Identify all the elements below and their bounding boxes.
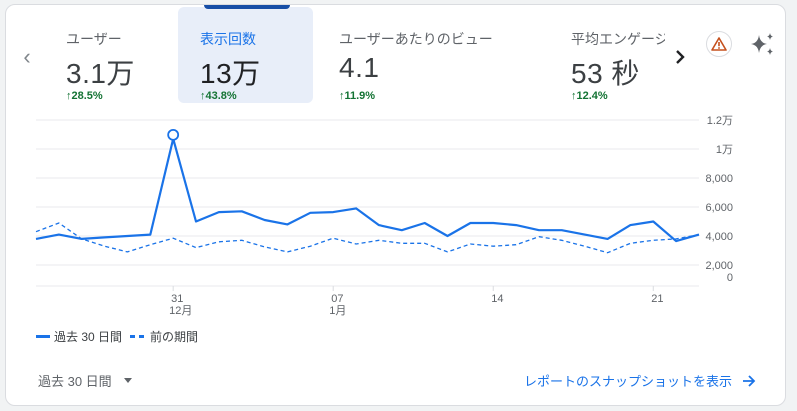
x-tick-sublabel: 1月	[329, 305, 346, 317]
report-link-label: レポートのスナップショットを表示	[524, 374, 733, 389]
period-value: 過去 30 日間	[38, 374, 112, 389]
metric-delta: ↑43.8%	[200, 90, 237, 102]
metric-users[interactable]: ユーザー 3.1万 ↑28.5%	[58, 5, 176, 105]
chevron-left-icon[interactable]: ‹	[23, 44, 31, 69]
y-tick-label: 0	[727, 272, 733, 284]
warning-button[interactable]	[706, 31, 732, 57]
x-tick-label: 14	[491, 293, 503, 305]
metric-value: 13万	[200, 58, 261, 89]
x-tick-label: 07	[331, 293, 343, 305]
chevron-right-icon[interactable]	[670, 45, 690, 69]
metric-value: 53 秒	[571, 58, 640, 89]
metric-views[interactable]: 表示回数 13万 ↑43.8%	[178, 7, 313, 103]
warning-icon	[711, 37, 727, 51]
legend-solid-swatch	[36, 335, 50, 338]
metric-label: 平均エンゲージ	[571, 31, 665, 47]
y-tick-label: 1.2万	[707, 115, 733, 127]
metric-views-per-user[interactable]: ユーザーあたりのビュー 4.1 ↑11.9%	[331, 5, 531, 105]
arrow-right-icon	[743, 374, 756, 387]
arrow-up-icon: ↑	[66, 90, 72, 102]
metric-value: 4.1	[339, 52, 380, 83]
x-tick-label: 21	[651, 293, 663, 305]
arrow-up-icon: ↑	[339, 90, 345, 102]
metric-delta: ↑11.9%	[339, 90, 376, 102]
y-tick-label: 2,000	[705, 260, 733, 272]
overview-card: ‹ ユーザー 3.1万 ↑28.5% 表示回数 13万 ↑43.8% ユーザーあ…	[5, 4, 786, 406]
y-tick-label: 4,000	[705, 231, 733, 243]
period-dropdown[interactable]: 過去 30 日間	[38, 371, 132, 390]
metric-delta: ↑28.5%	[66, 90, 103, 102]
active-tab-indicator	[204, 5, 290, 9]
metric-label: 表示回数	[200, 31, 256, 47]
arrow-up-icon: ↑	[571, 90, 577, 102]
y-tick-label: 6,000	[705, 202, 733, 214]
metric-value: 3.1万	[66, 58, 135, 89]
arrow-up-icon: ↑	[200, 90, 206, 102]
metric-avg-engagement[interactable]: 平均エンゲージ 53 秒 ↑12.4%	[563, 5, 665, 105]
legend-current: 過去 30 日間	[54, 330, 123, 344]
x-tick-sublabel: 12月	[169, 305, 192, 317]
view-report-snapshot-link[interactable]: レポートのスナップショットを表示	[524, 371, 756, 390]
x-tick-label: 31	[171, 293, 183, 305]
sparkle-icon	[751, 33, 773, 55]
insights-button[interactable]	[748, 29, 778, 59]
legend-dashed-swatch	[130, 335, 145, 338]
caret-down-icon	[123, 378, 132, 383]
legend-previous: 前の期間	[150, 330, 199, 344]
metric-label: ユーザーあたりのビュー	[339, 31, 493, 47]
metric-label: ユーザー	[66, 31, 122, 47]
y-tick-label: 1万	[716, 144, 733, 156]
y-tick-label: 8,000	[705, 173, 733, 185]
chart-legend: 過去 30 日間 前の期間	[36, 328, 198, 345]
metric-delta: ↑12.4%	[571, 90, 608, 102]
